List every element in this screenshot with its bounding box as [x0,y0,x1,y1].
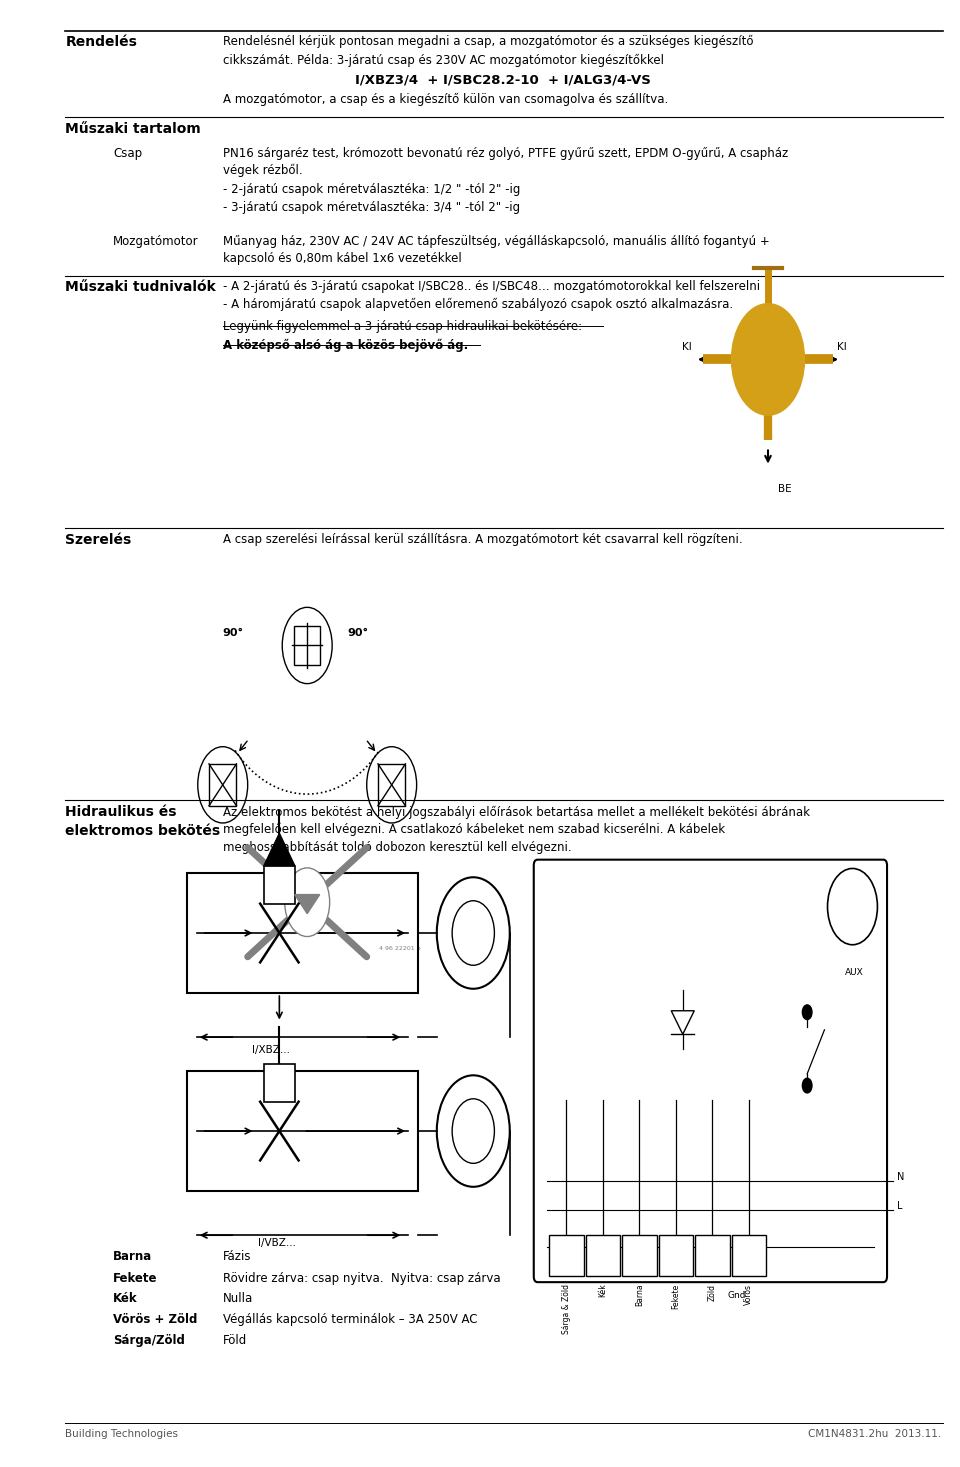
Text: Rövidre zárva: csap nyitva.  Nyitva: csap zárva: Rövidre zárva: csap nyitva. Nyitva: csap… [223,1272,500,1285]
Text: Föld: Föld [223,1334,247,1347]
Text: AUX: AUX [845,968,864,977]
Bar [187,873,418,993]
Text: Kék: Kék [113,1292,138,1306]
Text: Legyünk figyelemmel a 3-járatú csap hidraulikai bekötésére:: Legyünk figyelemmel a 3-járatú csap hidr… [223,320,582,333]
Text: KI: KI [837,342,847,352]
Text: Kék: Kék [598,1284,608,1297]
Text: L: L [897,1201,902,1210]
Text: I/XBZ...: I/XBZ... [252,1045,291,1055]
Text: Barna: Barna [635,1284,644,1306]
Text: elektromos bekötés: elektromos bekötés [65,824,221,839]
Polygon shape [671,1011,694,1034]
Text: I/VBZ...: I/VBZ... [258,1238,297,1248]
Bar [732,1235,766,1276]
Text: Sárga/Zöld: Sárga/Zöld [113,1334,185,1347]
Text: Műszaki tudnivalók: Műszaki tudnivalók [65,280,216,295]
Text: megfelelően kell elvégezni. A csatlakozó kábeleket nem szabad kicserélni. A kábe: megfelelően kell elvégezni. A csatlakozó… [223,823,725,836]
Text: Csap: Csap [113,147,142,160]
Bar [659,1235,693,1276]
Circle shape [285,868,329,936]
Text: kapcsoló és 0,80m kábel 1x6 vezetékkel: kapcsoló és 0,80m kábel 1x6 vezetékkel [223,252,462,266]
Text: végek rézből.: végek rézből. [223,164,302,178]
Text: Gnd: Gnd [728,1291,746,1300]
Text: cikkszámát. Példa: 3-járatú csap és 230V AC mozgatómotor kiegészítőkkel: cikkszámát. Példa: 3-járatú csap és 230V… [223,54,663,67]
Text: 4 96 22201 b: 4 96 22201 b [379,946,420,951]
Circle shape [803,1078,812,1093]
Bar [264,866,295,904]
Bar [622,1235,657,1276]
Text: Szerelés: Szerelés [65,533,132,547]
Text: CM1N4831.2hu  2013.11.: CM1N4831.2hu 2013.11. [807,1429,941,1439]
Text: Zöld: Zöld [708,1284,717,1301]
Bar [586,1235,620,1276]
Text: - A háromjáratú csapok alapvetően előremenő szabályozó csapok osztó alkalmazásra: - A háromjáratú csapok alapvetően előrem… [223,298,732,311]
Text: Vörös: Vörös [744,1284,754,1304]
Text: Műanyag ház, 230V AC / 24V AC tápfeszültség, végálláskapcsoló, manuális állító f: Műanyag ház, 230V AC / 24V AC tápfeszült… [223,235,770,248]
Text: A középső alsó ág a közös bejövő ág.: A középső alsó ág a közös bejövő ág. [223,339,468,352]
Text: 90°: 90° [223,628,244,638]
Text: Rendelés: Rendelés [65,35,137,50]
Text: Műszaki tartalom: Műszaki tartalom [65,122,201,136]
FancyBboxPatch shape [534,860,887,1282]
Text: Hidraulikus és: Hidraulikus és [65,805,177,820]
Text: Fekete: Fekete [113,1272,157,1285]
Bar [264,1064,295,1102]
Bar [187,1071,418,1191]
Text: Sárga & Zöld: Sárga & Zöld [562,1284,571,1334]
Circle shape [732,304,804,415]
Text: - 3-járatú csapok méretválasztéka: 3/4 " -tól 2" -ig: - 3-járatú csapok méretválasztéka: 3/4 "… [223,201,520,214]
Text: Fázis: Fázis [223,1250,252,1263]
Text: N: N [897,1172,904,1181]
Text: Fekete: Fekete [671,1284,681,1309]
Text: Barna: Barna [113,1250,153,1263]
Text: Nulla: Nulla [223,1292,253,1306]
Text: M: M [848,896,857,905]
Text: A mozgatómotor, a csap és a kiegészítő külön van csomagolva és szállítva.: A mozgatómotor, a csap és a kiegészítő k… [223,92,668,106]
Polygon shape [264,833,295,866]
Bar [209,764,236,805]
Circle shape [803,1005,812,1020]
Text: Az elektromos bekötést a helyi jogszabályi előírások betartása mellet a mellékel: Az elektromos bekötést a helyi jogszabál… [223,805,809,819]
Circle shape [828,868,877,945]
Text: A csap szerelési leírással kerül szállításra. A mozgatómotort két csavarral kell: A csap szerelési leírással kerül szállít… [223,533,742,546]
Bar [294,625,321,666]
Text: Building Technologies: Building Technologies [65,1429,179,1439]
Text: Vörös + Zöld: Vörös + Zöld [113,1313,198,1326]
Bar [549,1235,584,1276]
Polygon shape [295,895,320,914]
Text: meghosszabbítását toldó dobozon keresztül kell elvégezni.: meghosszabbítását toldó dobozon keresztü… [223,841,571,854]
Text: PN16 sárgaréz test, krómozott bevonatú réz golyó, PTFE gyűrű szett, EPDM O-gyűrű: PN16 sárgaréz test, krómozott bevonatú r… [223,147,788,160]
Text: Végállás kapcsoló terminálok – 3A 250V AC: Végállás kapcsoló terminálok – 3A 250V A… [223,1313,477,1326]
Text: - A 2-járatú és 3-járatú csapokat I/SBC28.. és I/SBC48… mozgatómotorokkal kell f: - A 2-járatú és 3-járatú csapokat I/SBC2… [223,280,760,293]
Bar [695,1235,730,1276]
Text: Mozgatómotor: Mozgatómotor [113,235,199,248]
Text: KI: KI [682,342,691,352]
Text: Rendelésnél kérjük pontosan megadni a csap, a mozgatómotor és a szükséges kiegés: Rendelésnél kérjük pontosan megadni a cs… [223,35,754,48]
Bar [378,764,405,805]
Text: 90°: 90° [348,628,369,638]
Text: BE: BE [778,484,791,494]
Text: - 2-járatú csapok méretválasztéka: 1/2 " -tól 2" -ig: - 2-járatú csapok méretválasztéka: 1/2 "… [223,183,520,197]
Text: I/XBZ3/4  + I/SBC28.2-10  + I/ALG3/4-VS: I/XBZ3/4 + I/SBC28.2-10 + I/ALG3/4-VS [355,73,651,87]
